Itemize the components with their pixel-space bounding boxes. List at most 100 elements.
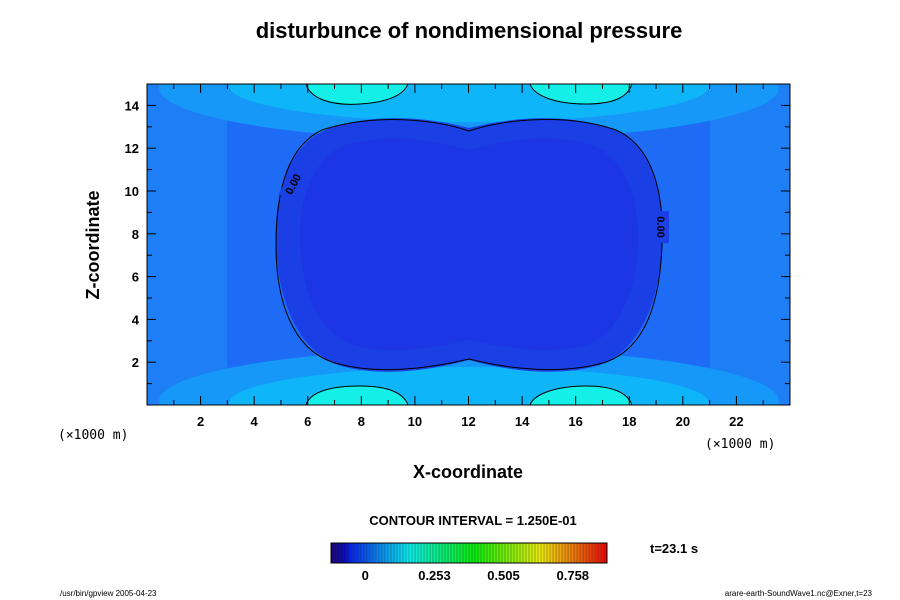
colorbar-stripe xyxy=(505,543,509,563)
y-tick-label: 2 xyxy=(132,355,139,370)
field-top-left-max xyxy=(306,84,408,105)
colorbar-stripe xyxy=(538,543,542,563)
colorbar-stripe xyxy=(553,543,557,563)
footer-left: /usr/bin/gpview 2005-04-23 xyxy=(60,589,157,598)
colorbar-stripe xyxy=(481,543,485,563)
field-central-core xyxy=(299,138,639,351)
colorbar-stripe xyxy=(490,543,494,563)
colorbar-tick-label: 0.253 xyxy=(418,568,451,583)
chart-title: disturbunce of nondimensional pressure xyxy=(256,18,683,43)
plot-area xyxy=(147,84,790,405)
colorbar-stripe xyxy=(592,543,596,563)
x-tick-label: 4 xyxy=(251,414,259,429)
colorbar-stripe xyxy=(448,543,452,563)
colorbar-stripe xyxy=(430,543,434,563)
colorbar-stripe xyxy=(355,543,359,563)
contour-interval-text: CONTOUR INTERVAL = 1.250E-01 xyxy=(369,513,576,528)
x-tick-label: 20 xyxy=(676,414,690,429)
colorbar-stripe xyxy=(514,543,518,563)
colorbar-stripe xyxy=(562,543,566,563)
y-tick-label: 4 xyxy=(132,312,140,327)
colorbar-stripe xyxy=(370,543,374,563)
x-tick-label: 18 xyxy=(622,414,636,429)
colorbar-stripe xyxy=(574,543,578,563)
field-left-band xyxy=(147,84,227,405)
colorbar-stripe xyxy=(451,543,455,563)
colorbar-stripe xyxy=(601,543,605,563)
y-tick-label: 6 xyxy=(132,270,139,285)
colorbar-stripe xyxy=(556,543,560,563)
colorbar-stripe xyxy=(424,543,428,563)
colorbar-stripe xyxy=(397,543,401,563)
field-right-band xyxy=(710,84,790,405)
colorbar-stripe xyxy=(568,543,572,563)
colorbar-stripe xyxy=(331,543,335,563)
colorbar-stripe xyxy=(358,543,362,563)
colorbar-stripe xyxy=(391,543,395,563)
colorbar-stripe xyxy=(457,543,461,563)
colorbar-stripe xyxy=(400,543,404,563)
colorbar-stripe xyxy=(595,543,599,563)
field-bottom-left-max xyxy=(306,386,408,405)
colorbar-stripe xyxy=(364,543,368,563)
colorbar-stripe xyxy=(550,543,554,563)
field-bottom-right-max xyxy=(530,386,632,405)
colorbar-stripe xyxy=(499,543,503,563)
x-axis: 2 4 6 8 10 12 14 16 18 20 22 xyxy=(173,84,764,429)
colorbar-stripe xyxy=(433,543,437,563)
colorbar-stripe xyxy=(376,543,380,563)
zero-contour xyxy=(275,119,663,371)
colorbar xyxy=(330,543,608,563)
x-axis-label: X-coordinate xyxy=(413,462,523,482)
colorbar-stripe xyxy=(469,543,473,563)
x-tick-label: 16 xyxy=(568,414,582,429)
colorbar-stripe xyxy=(427,543,431,563)
x-tick-label: 2 xyxy=(197,414,204,429)
colorbar-stripe xyxy=(508,543,512,563)
colorbar-stripe xyxy=(346,543,350,563)
colorbar-stripe xyxy=(394,543,398,563)
x-tick-label: 12 xyxy=(461,414,475,429)
colorbar-stripe xyxy=(343,543,347,563)
colorbar-tick-label: 0.505 xyxy=(487,568,520,583)
colorbar-stripe xyxy=(571,543,575,563)
colorbar-stripe xyxy=(460,543,464,563)
colorbar-stripe xyxy=(421,543,425,563)
colorbar-stripe xyxy=(385,543,389,563)
time-text: t=23.1 s xyxy=(650,541,698,556)
colorbar-stripe xyxy=(502,543,506,563)
contour-label-right: 0.00 xyxy=(654,216,666,237)
colorbar-stripe xyxy=(436,543,440,563)
colorbar-stripe xyxy=(493,543,497,563)
colorbar-frame xyxy=(330,542,608,564)
colorbar-stripe xyxy=(523,543,527,563)
colorbar-stripe xyxy=(361,543,365,563)
colorbar-stripe xyxy=(589,543,593,563)
colorbar-stripe xyxy=(586,543,590,563)
colorbar-stripe xyxy=(526,543,530,563)
y-tick-label: 12 xyxy=(125,141,139,156)
colorbar-stripe xyxy=(352,543,356,563)
top-left-contour xyxy=(305,84,409,105)
colorbar-stripe xyxy=(412,543,416,563)
colorbar-stripe xyxy=(406,543,410,563)
colorbar-stripe xyxy=(337,543,341,563)
bottom-left-contour xyxy=(305,385,409,405)
colorbar-stripe xyxy=(559,543,563,563)
y-tick-label: 8 xyxy=(132,227,139,242)
field-top-right-max xyxy=(530,84,632,104)
colorbar-tick-label: 0 xyxy=(362,568,369,583)
colorbar-stripe xyxy=(415,543,419,563)
colorbar-stripe xyxy=(463,543,467,563)
colorbar-stripe xyxy=(340,543,344,563)
colorbar-stripe xyxy=(334,543,338,563)
colorbar-stripe xyxy=(565,543,569,563)
colorbar-stripe xyxy=(604,543,608,563)
colorbar-stripe xyxy=(580,543,584,563)
colorbar-stripe xyxy=(403,543,407,563)
x-tick-label: 8 xyxy=(358,414,365,429)
colorbar-stripe xyxy=(409,543,413,563)
colorbar-stripe xyxy=(544,543,548,563)
colorbar-stripe xyxy=(454,543,458,563)
